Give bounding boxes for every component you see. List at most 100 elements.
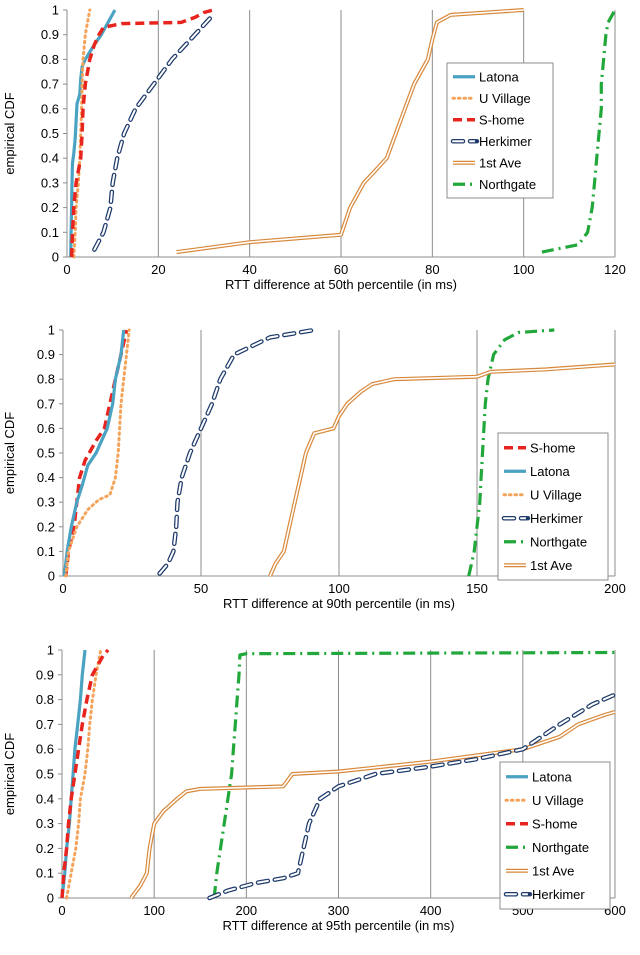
y-tick-label: 0.2 (36, 841, 54, 856)
x-axis-label: RTT difference at 90th percentile (in ms… (223, 596, 455, 611)
y-tick-label: 0 (47, 891, 54, 906)
series-1st-ave-inner-line (176, 9, 524, 253)
series-u-village-line (65, 648, 103, 900)
y-tick-label: 0.5 (36, 767, 54, 782)
y-tick-label: 1 (47, 643, 54, 658)
legend-sample-herkimer-marker (525, 516, 531, 521)
legend-box (499, 761, 611, 910)
series-herkimer-inner-line (158, 329, 316, 575)
y-tick-label: 0.3 (36, 816, 54, 831)
y-tick-label: 0.1 (37, 544, 55, 559)
y-tick-label: 0.3 (41, 175, 59, 190)
y-tick-label: 0.8 (37, 372, 55, 387)
x-tick-label: 40 (242, 262, 256, 277)
y-tick-label: 1 (52, 3, 59, 18)
series-u-village-line (64, 328, 131, 578)
legend-box (497, 432, 609, 581)
legend-label: S-home (532, 816, 578, 831)
y-tick-label: 0.4 (41, 151, 59, 166)
legend-label: Latona (479, 69, 520, 84)
series-herkimer-line (207, 692, 617, 901)
x-tick-label: 0 (59, 581, 66, 596)
legend-label: Herkimer (530, 511, 583, 526)
y-tick-label: 0.7 (41, 77, 59, 92)
series-herkimer-line (157, 327, 317, 576)
series-latona-line (62, 329, 126, 577)
y-tick-label: 0.8 (41, 52, 59, 67)
y-axis-label: empirical CDF (2, 733, 17, 815)
x-tick-label: 400 (420, 903, 442, 918)
x-axis-label: RTT difference at 95th percentile (in ms… (223, 918, 455, 933)
legend-box (446, 62, 554, 199)
chart-2: 0 50 100 150 200 0 0.1 0.2 0.3 0.4 0.5 0.6 0.7 0.8 0.9… (2, 323, 626, 612)
y-tick-label: 1 (48, 323, 55, 338)
y-tick-label: 0.5 (37, 446, 55, 461)
y-tick-label: 0.7 (37, 396, 55, 411)
series-latona-line (60, 649, 87, 899)
series-northgate-line (467, 328, 555, 577)
y-tick-label: 0 (52, 250, 59, 265)
legend-label: Latona (530, 464, 571, 479)
series-group (62, 327, 616, 578)
series-1st-ave-inner-line (269, 363, 616, 577)
legend-label: 1st Ave (532, 863, 574, 878)
y-tick-label: 0.7 (36, 717, 54, 732)
legend-label: Herkimer (479, 134, 532, 149)
chart-1: 0 20 40 60 80 100 120 0 0.1 0.2 0.3 0.4 0.5 0.6 0.7 0.8… (2, 3, 626, 293)
legend: Latona U Village S-home Northgate 1st Ave Her… (499, 761, 611, 910)
legend-label: Northgate (530, 534, 587, 549)
x-tick-label: 100 (513, 262, 535, 277)
series-northgate-line (212, 650, 616, 899)
x-tick-label: 150 (466, 581, 488, 596)
x-tick-label: 20 (151, 262, 165, 277)
x-tick-label: 100 (143, 903, 165, 918)
series-group (60, 648, 617, 901)
legend-label: 1st Ave (530, 558, 572, 573)
legend-label: 1st Ave (479, 155, 521, 170)
y-tick-label: 0.3 (37, 495, 55, 510)
x-tick-label: 200 (235, 903, 257, 918)
x-tick-label: 200 (604, 581, 626, 596)
legend-sample-herkimer-marker (474, 139, 480, 144)
y-tick-label: 0.5 (41, 126, 59, 141)
series-1st-ave-inner-line (130, 711, 616, 899)
y-tick-label: 0.8 (36, 692, 54, 707)
series-u-village-line (72, 8, 92, 259)
y-tick-label: 0.1 (41, 225, 59, 240)
series-group (69, 8, 617, 259)
y-tick-label: 0.9 (41, 27, 59, 42)
legend-label: S-home (530, 440, 576, 455)
y-tick-label: 0 (48, 569, 55, 584)
x-tick-label: 100 (328, 581, 350, 596)
y-tick-label: 0.4 (36, 791, 54, 806)
y-tick-label: 0.1 (36, 866, 54, 881)
y-axis-label: empirical CDF (2, 412, 17, 494)
legend-label: U Village (532, 793, 584, 808)
chart-3: 0 100 200 300 400 500 60000.10.20.30.40.50.60.… (2, 643, 626, 934)
legend-label: Latona (532, 769, 573, 784)
y-tick-label: 0.6 (37, 421, 55, 436)
legend-label: U Village (530, 487, 582, 502)
series-northgate-line (541, 9, 617, 254)
legend-sample-herkimer-marker (527, 892, 533, 897)
legend-label: U Village (479, 91, 531, 106)
series-herkimer-line (92, 15, 214, 252)
series-herkimer-inner-line (93, 16, 212, 251)
legend-label: S-home (479, 112, 525, 127)
y-tick-label: 0.2 (37, 519, 55, 534)
x-axis-label: RTT difference at 50th percentile (in ms… (225, 277, 457, 292)
y-tick-label: 0.2 (41, 200, 59, 215)
x-tick-label: 120 (604, 262, 626, 277)
y-axis-label: empirical CDF (2, 92, 17, 174)
y-tick-label: 0.9 (36, 667, 54, 682)
series-s-home-line (60, 648, 110, 899)
legend: S-home Latona U Village Herkimer Northgate 1s… (497, 432, 609, 581)
x-tick-label: 0 (58, 903, 65, 918)
y-tick-label: 0.9 (37, 347, 55, 362)
y-tick-label: 0.4 (37, 470, 55, 485)
series-s-home-line (64, 329, 129, 577)
y-tick-label: 0.6 (36, 742, 54, 757)
x-tick-label: 50 (194, 581, 208, 596)
